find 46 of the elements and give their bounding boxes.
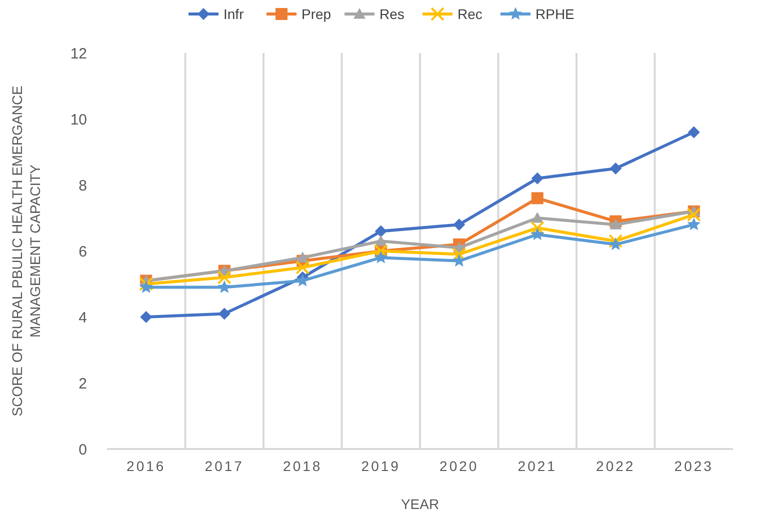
point bbox=[530, 228, 544, 240]
y-tick-label: 0 bbox=[78, 441, 87, 458]
legend-label: Res bbox=[380, 6, 404, 22]
y-tick-label: 6 bbox=[78, 243, 87, 260]
point bbox=[452, 247, 466, 262]
x-tick-label: 2016 bbox=[126, 458, 166, 474]
x-tick-label: 2020 bbox=[440, 458, 479, 474]
x-tick-label: 2017 bbox=[204, 458, 244, 474]
point bbox=[453, 218, 466, 231]
point bbox=[531, 172, 544, 184]
point bbox=[374, 235, 387, 246]
point bbox=[296, 260, 310, 274]
point bbox=[218, 280, 232, 293]
x-tick-label: 2018 bbox=[283, 458, 322, 474]
legend-label: RPHE bbox=[536, 6, 574, 22]
x-tick-label: 2021 bbox=[518, 458, 557, 474]
point bbox=[531, 212, 544, 223]
point bbox=[531, 192, 544, 204]
point bbox=[374, 250, 388, 264]
point bbox=[374, 225, 387, 238]
y-tick-label: 10 bbox=[70, 111, 87, 128]
y-tick-label: 4 bbox=[78, 309, 87, 326]
point bbox=[217, 270, 232, 284]
point bbox=[296, 252, 309, 262]
point bbox=[218, 308, 230, 320]
x-axis-title: YEAR bbox=[400, 496, 440, 512]
y-tick-label: 2 bbox=[78, 375, 87, 392]
y-axis-title: SCORE OF RURAL PBULIC HEALTH EMERGANCE MANAGEMENT CAPACITY bbox=[9, 86, 43, 416]
point bbox=[139, 277, 154, 291]
point bbox=[140, 311, 152, 323]
point bbox=[687, 218, 701, 230]
point bbox=[139, 280, 153, 293]
point bbox=[610, 218, 622, 230]
point bbox=[608, 234, 623, 248]
y-tick-label: 12 bbox=[70, 45, 87, 62]
point bbox=[688, 126, 700, 138]
x-tick-label: 2019 bbox=[361, 458, 400, 474]
legend-label: Infr bbox=[224, 6, 244, 22]
legend-label: Rec bbox=[458, 6, 482, 22]
point bbox=[530, 220, 544, 235]
point bbox=[610, 162, 622, 174]
x-tick-label: 2023 bbox=[674, 458, 714, 474]
point bbox=[686, 208, 701, 222]
y-tick-label: 8 bbox=[78, 177, 87, 194]
legend-label: Prep bbox=[302, 6, 332, 22]
x-tick-label: 2022 bbox=[596, 458, 636, 474]
